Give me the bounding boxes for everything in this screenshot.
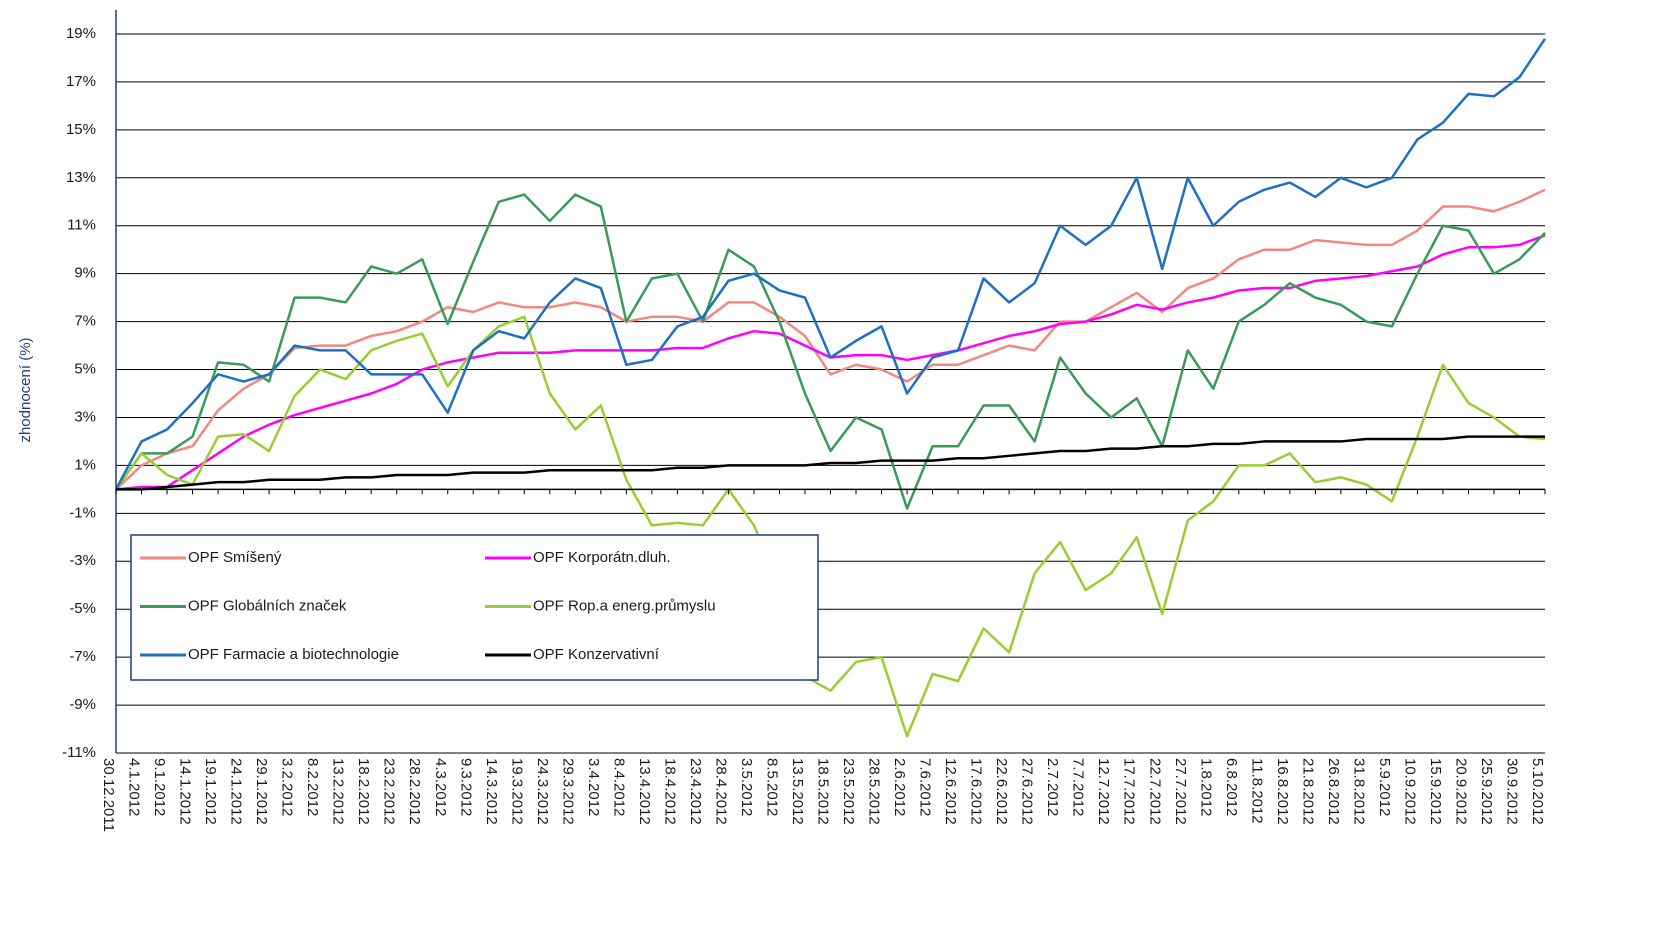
y-tick-label: 9%: [74, 265, 96, 282]
y-tick-label: -9%: [69, 696, 96, 713]
x-tick-label: 14.1.2012: [177, 758, 194, 825]
x-tick-label: 16.8.2012: [1274, 758, 1291, 825]
x-tick-label: 12.7.2012: [1095, 758, 1112, 825]
legend-label: OPF Rop.a energ.průmyslu: [533, 597, 716, 614]
legend-box: [130, 534, 819, 681]
y-tick-label: 3%: [74, 408, 96, 425]
y-tick-label: -5%: [69, 600, 96, 617]
x-tick-label: 30.12.2011: [100, 758, 117, 832]
x-tick-label: 23.4.2012: [687, 758, 704, 825]
y-tick-label: 13%: [66, 169, 96, 186]
x-tick-label: 2.6.2012: [891, 758, 908, 816]
x-tick-label: 24.1.2012: [228, 758, 245, 825]
y-tick-label: 5%: [74, 361, 96, 378]
y-tick-label: -11%: [62, 744, 96, 761]
x-tick-label: 17.7.2012: [1121, 758, 1138, 825]
y-tick-label: 7%: [74, 313, 96, 330]
x-tick-label: 13.5.2012: [789, 758, 806, 825]
x-tick-label: 7.7.2012: [1070, 758, 1087, 816]
lines: [114, 38, 1547, 738]
legend-label: OPF Farmacie a biotechnologie: [188, 646, 399, 663]
legend-label: OPF Globálních značek: [188, 597, 347, 614]
x-tick-label: 15.9.2012: [1427, 758, 1444, 825]
y-tick-label: 17%: [66, 73, 96, 90]
x-tick-label: 31.8.2012: [1350, 758, 1367, 825]
x-tick-label: 29.3.2012: [559, 758, 576, 825]
x-tick-label: 24.3.2012: [534, 758, 551, 825]
x-tick-label: 9.3.2012: [457, 758, 474, 816]
x-tick-label: 18.4.2012: [661, 758, 678, 825]
series-line: [116, 435, 1545, 491]
series-line: [114, 315, 1546, 738]
x-tick-label: 27.7.2012: [1172, 758, 1189, 825]
x-tick-label: 20.9.2012: [1452, 758, 1469, 825]
x-tick-label: 8.4.2012: [610, 758, 627, 816]
series-line: [114, 193, 1546, 510]
legend: OPF Smíšený OPF Korporátn.dluh. OPF Globál…: [130, 534, 819, 681]
axes: 19% 17% 15% 13% 11% 9% 7% 5% 3% 1% -1% -3% -5% -7% -9%…: [62, 10, 1546, 832]
x-tick-label: 8.2.2012: [304, 758, 321, 816]
x-tick-label: 18.5.2012: [815, 758, 832, 825]
x-tick-label: 3.2.2012: [279, 758, 296, 816]
x-tick-label: 22.7.2012: [1146, 758, 1163, 825]
legend-label: OPF Konzervativní: [533, 646, 660, 663]
x-tick-label: 8.5.2012: [763, 758, 780, 816]
x-tick-label: 30.9.2012: [1504, 758, 1521, 825]
y-tick-label: -7%: [69, 648, 96, 665]
x-tick-label: 23.5.2012: [840, 758, 857, 825]
x-tick-label: 28.5.2012: [866, 758, 883, 825]
x-tick-label: 21.8.2012: [1299, 758, 1316, 825]
y-tick-label: -3%: [69, 552, 96, 569]
x-tick-label: 1.8.2012: [1197, 758, 1214, 816]
x-tick-label: 29.1.2012: [253, 758, 270, 825]
y-tick-label: 11%: [67, 217, 96, 234]
x-tick-label: 28.4.2012: [712, 758, 729, 825]
x-tick-label: 4.1.2012: [126, 758, 143, 816]
x-tick-label: 6.8.2012: [1223, 758, 1240, 816]
series-line: [115, 188, 1546, 491]
legend-label: OPF Korporátn.dluh.: [533, 549, 671, 566]
x-tick-label: 9.1.2012: [151, 758, 168, 816]
x-tick-label: 26.8.2012: [1325, 758, 1342, 825]
y-tick-label: 19%: [66, 25, 96, 42]
x-tick-label: 3.5.2012: [738, 758, 755, 816]
x-tick-label: 25.9.2012: [1478, 758, 1495, 825]
x-tick-label: 5.9.2012: [1376, 758, 1393, 816]
legend-label: OPF Smíšený: [188, 549, 282, 566]
x-tick-label: 2.7.2012: [1044, 758, 1061, 816]
x-tick-label: 12.6.2012: [942, 758, 959, 825]
x-tick-label: 13.4.2012: [636, 758, 653, 825]
x-tick-label: 4.3.2012: [432, 758, 449, 816]
x-tick-label: 3.4.2012: [585, 758, 602, 816]
series-line: [114, 38, 1547, 490]
x-tick-label: 19.3.2012: [508, 758, 525, 825]
x-tick-label: 11.8.2012: [1248, 758, 1265, 824]
x-tick-label: 28.2.2012: [406, 758, 423, 825]
x-tick-label: 17.6.2012: [968, 758, 985, 825]
y-tick-label: 15%: [66, 121, 96, 138]
x-tick-label: 10.9.2012: [1401, 758, 1418, 825]
x-tick-label: 7.6.2012: [917, 758, 934, 816]
y-tick-label: 1%: [74, 456, 96, 473]
x-tick-label: 5.10.2012: [1529, 758, 1546, 825]
x-tick-label: 19.1.2012: [202, 758, 219, 825]
y-tick-label: -1%: [69, 504, 96, 521]
x-tick-label: 23.2.2012: [381, 758, 398, 825]
y-axis-label: zhodnocení (%): [17, 337, 34, 442]
x-tick-label: 14.3.2012: [483, 758, 500, 825]
x-tick-label: 27.6.2012: [1019, 758, 1036, 825]
x-tick-label: 13.2.2012: [330, 758, 347, 825]
x-tick-label: 22.6.2012: [993, 758, 1010, 825]
x-tick-label: 18.2.2012: [355, 758, 372, 825]
